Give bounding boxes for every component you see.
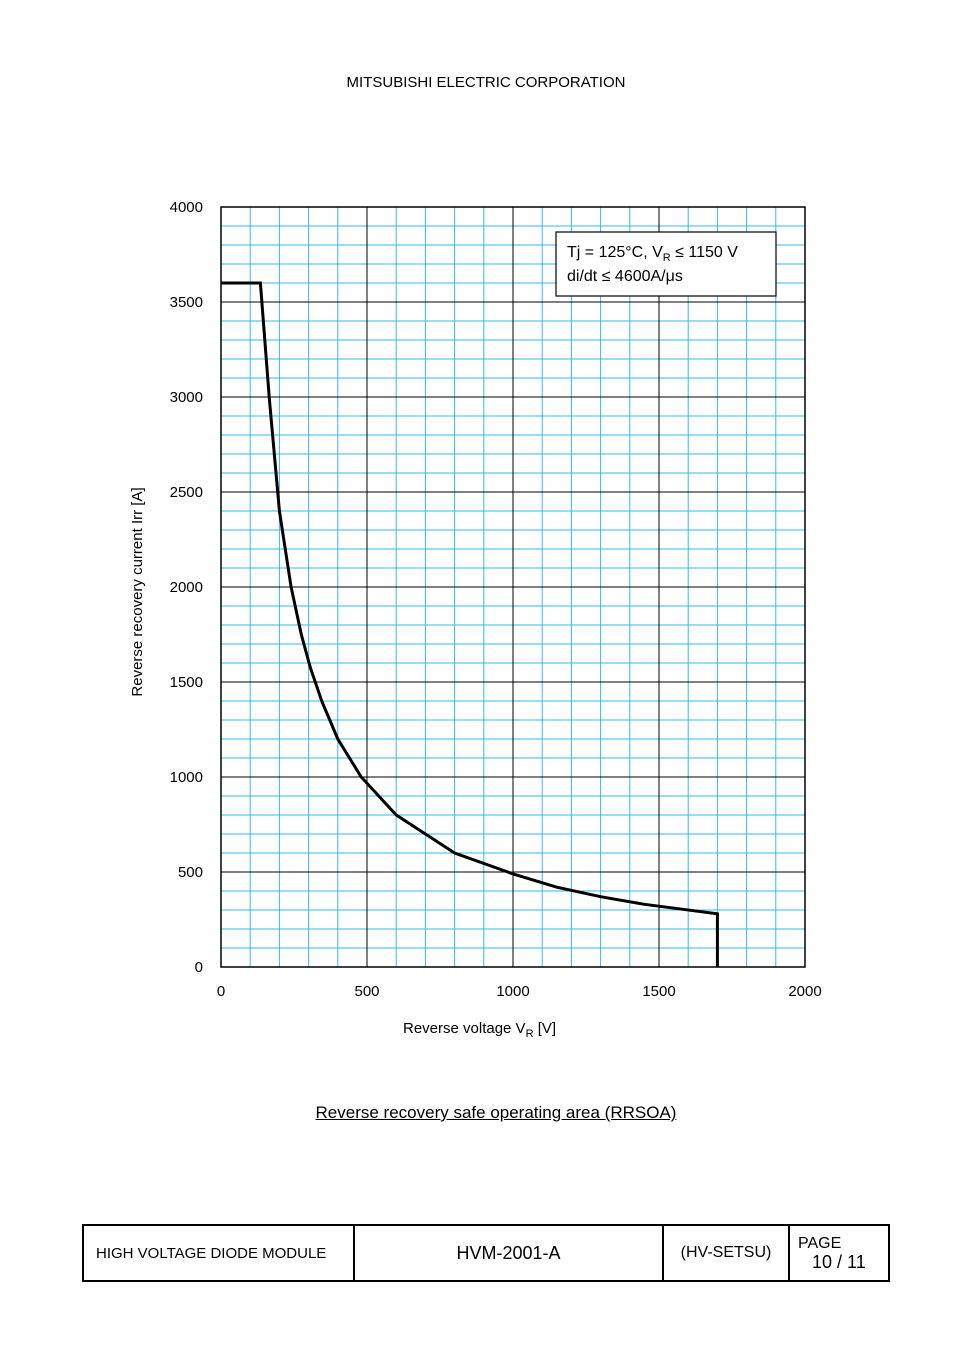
annotation-box [555,231,777,297]
rrsoa-curve [221,281,719,967]
document-footer: HIGH VOLTAGE DIODE MODULE HVM-2001-A (HV… [82,1224,890,1282]
annotation-line-1: Tj = 125°C, VR ≤ 1150 V [567,244,738,264]
x-tick-labels: 0 500 1000 1500 2000 [217,983,822,1000]
x-axis-label-sub: R [526,1028,534,1040]
x-tick-label: 1000 [496,983,529,1000]
y-tick-label: 3000 [170,389,203,406]
annotation-line-1-b: ≤ 1150 V [671,244,739,261]
footer-page-number: 10 / 11 [812,1252,866,1272]
x-tick-label: 2000 [788,983,821,1000]
x-tick-label: 500 [354,983,379,1000]
y-tick-label: 1000 [170,769,203,786]
footer-product: HIGH VOLTAGE DIODE MODULE [84,1226,355,1280]
x-axis-label-unit: [V] [534,1020,557,1037]
x-axis-label-main: Reverse voltage V [403,1020,526,1037]
x-axis-label: Reverse voltage VR [V] [403,1020,556,1040]
footer-model: HVM-2001-A [355,1226,664,1280]
y-axis-label: Reverse recovery current Irr [A] [129,487,146,696]
annotation-line-1-sub: R [663,252,671,264]
y-tick-label: 2000 [170,579,203,596]
company-header: MITSUBISHI ELECTRIC CORPORATION [346,74,626,91]
y-tick-label: 1500 [170,674,203,691]
footer-page: PAGE 10 / 11 [790,1226,888,1280]
y-tick-label: 3500 [170,294,203,311]
y-tick-label: 2500 [170,484,203,501]
x-tick-label: 0 [217,983,225,1000]
y-tick-label: 4000 [170,199,203,216]
y-tick-label: 0 [195,959,203,976]
plot-frame [220,206,806,968]
annotation-line-2: di/dt ≤ 4600A/μs [567,268,683,285]
rrsoa-chart: 0 500 1000 1500 2000 2500 3000 3500 4000 0 500 100… [129,199,822,1040]
y-tick-labels: 0 500 1000 1500 2000 2500 3000 3500 4000 [170,199,203,976]
chart-caption: Reverse recovery safe operating area (RR… [315,1103,677,1122]
footer-doc-type: (HV-SETSU) [664,1226,790,1280]
annotation-line-1-a: Tj = 125°C, V [567,244,663,261]
y-tick-label: 500 [178,864,203,881]
footer-page-label: PAGE [798,1235,842,1252]
condition-annotation: Tj = 125°C, VR ≤ 1150 V di/dt ≤ 4600A/μs [555,231,777,297]
x-tick-label: 1500 [642,983,675,1000]
